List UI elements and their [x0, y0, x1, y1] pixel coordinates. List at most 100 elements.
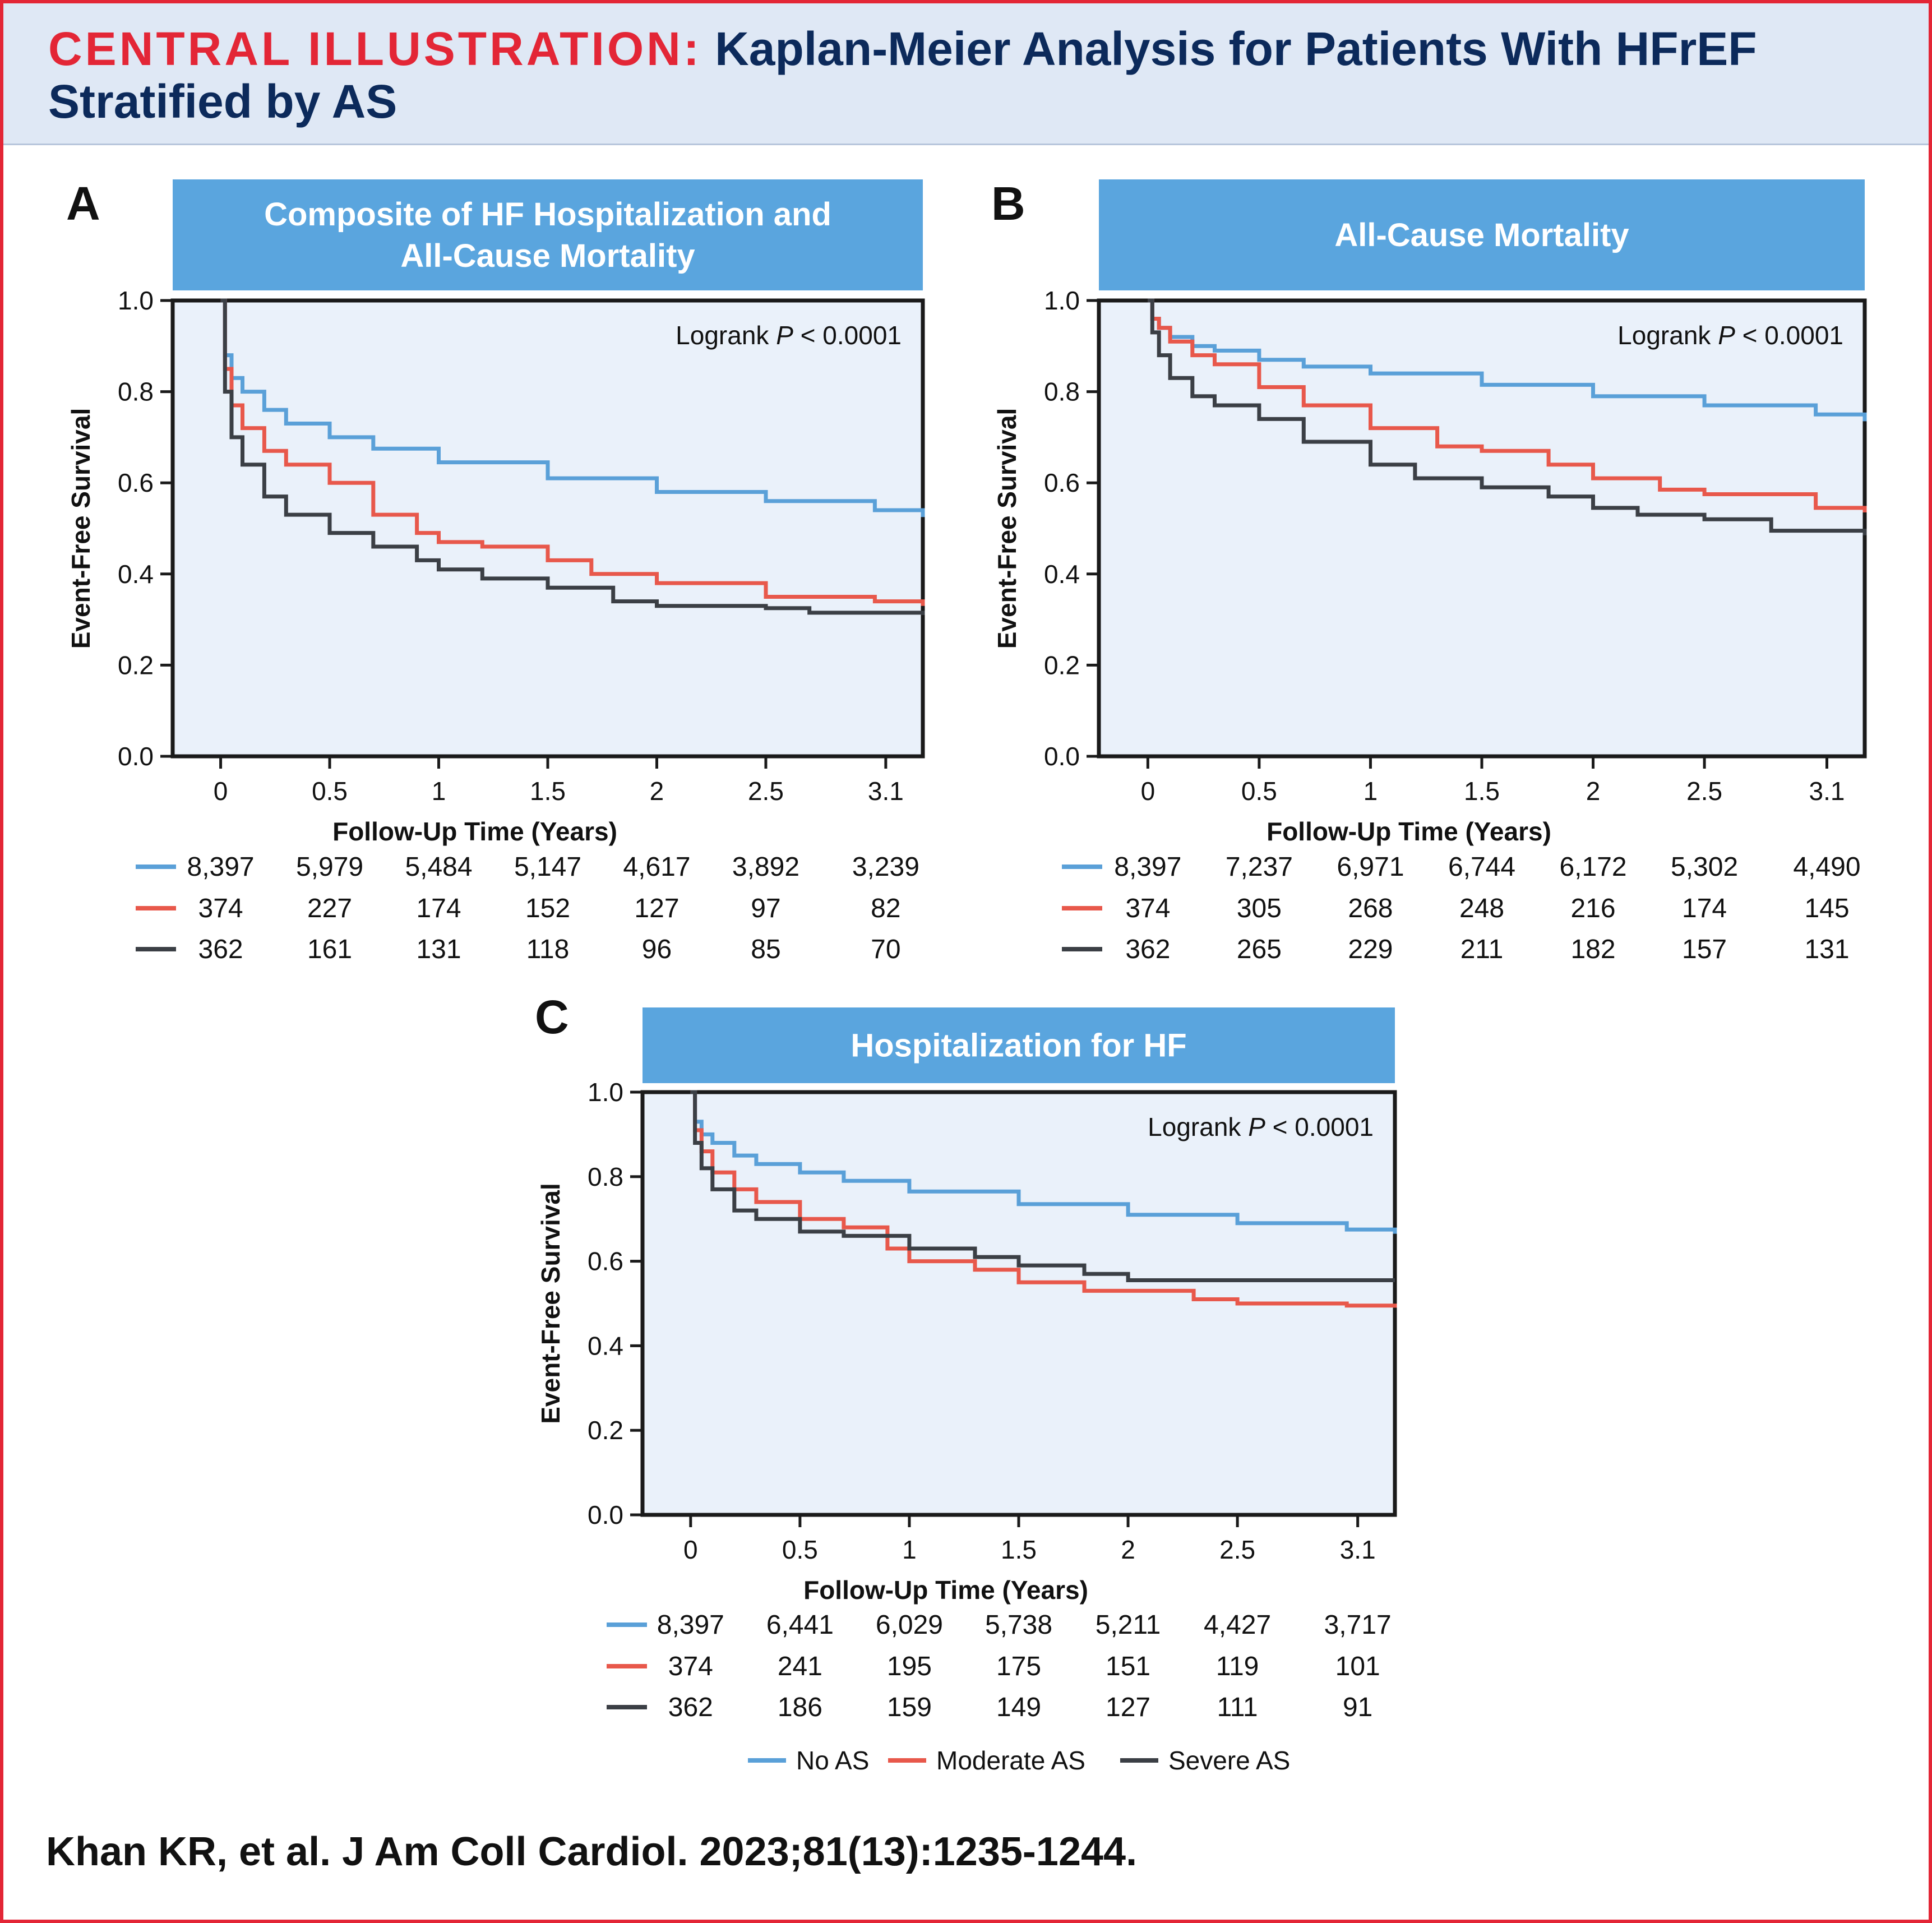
x-tick-label: 1.5 — [1001, 1535, 1037, 1564]
risk-count: 241 — [778, 1652, 822, 1681]
risk-count: 4,617 — [623, 852, 690, 882]
risk-count: 4,427 — [1204, 1610, 1271, 1640]
risk-count: 3,717 — [1324, 1610, 1392, 1640]
y-tick-label: 0.6 — [118, 468, 154, 497]
panel-b: B All-Cause Mortality 0.0 0.2 0.4 0.6 0.8 1.0 0 0… — [991, 177, 1867, 964]
risk-count: 85 — [751, 935, 780, 964]
logrank-annotation: Logrank P < 0.0001 — [1617, 321, 1843, 350]
risk-count: 195 — [887, 1652, 932, 1681]
risk-count: 374 — [668, 1652, 713, 1681]
risk-count: 91 — [1343, 1693, 1372, 1722]
y-tick-label: 0.2 — [588, 1416, 623, 1445]
risk-count: 6,971 — [1337, 852, 1404, 882]
logrank-annotation: Logrank P < 0.0001 — [676, 321, 902, 350]
header-bar: CENTRAL ILLUSTRATION: Kaplan-Meier Analy… — [3, 3, 1929, 145]
risk-count: 6,441 — [766, 1610, 834, 1640]
y-tick-label: 0.8 — [588, 1162, 623, 1191]
x-tick-label: 3.1 — [868, 776, 904, 806]
y-tick-label: 0.2 — [1044, 650, 1080, 679]
x-tick-label: 2 — [650, 776, 664, 806]
x-tick-label: 3.1 — [1340, 1535, 1376, 1564]
x-tick-label: 0 — [1141, 776, 1155, 806]
risk-count: 152 — [525, 894, 570, 923]
risk-count: 374 — [1125, 894, 1170, 923]
y-tick-label: 1.0 — [118, 286, 154, 315]
y-tick-label: 0.2 — [118, 650, 154, 679]
legend-label: Moderate AS — [936, 1746, 1085, 1775]
x-axis-title: Follow-Up Time (Years) — [1267, 817, 1551, 846]
risk-count: 211 — [1460, 935, 1504, 964]
y-axis-title: Event-Free Survival — [536, 1183, 565, 1424]
risk-count: 5,211 — [1096, 1610, 1161, 1640]
panel-letter: A — [66, 177, 100, 230]
y-tick-label: 0.6 — [588, 1247, 623, 1276]
y-tick-label: 1.0 — [1044, 286, 1080, 315]
plot-area — [1097, 298, 1867, 759]
risk-count: 161 — [307, 935, 352, 964]
y-tick-label: 0.8 — [118, 377, 154, 406]
risk-count: 70 — [871, 935, 900, 964]
x-tick-label: 2 — [1586, 776, 1601, 806]
header-title-text: Kaplan-Meier Analysis for Patients With … — [48, 22, 1757, 128]
panel-a: A Composite of HF Hospitalization and All-… — [66, 177, 925, 964]
survival-curve-severe-as — [690, 1090, 1395, 1282]
risk-count: 4,490 — [1793, 852, 1860, 882]
risk-count: 3,892 — [732, 852, 799, 882]
risk-count: 6,744 — [1448, 852, 1515, 882]
panel-title: All-Cause Mortality — [1334, 217, 1629, 253]
logrank-annotation: Logrank P < 0.0001 — [1148, 1112, 1374, 1141]
risk-count: 131 — [1804, 935, 1849, 964]
risk-count: 186 — [778, 1693, 822, 1722]
risk-count: 82 — [871, 894, 900, 923]
panel-title-banner — [173, 179, 923, 290]
x-tick-label: 0.5 — [782, 1535, 818, 1564]
x-tick-label: 0.5 — [1241, 776, 1277, 806]
risk-count: 182 — [1570, 935, 1615, 964]
risk-count: 8,397 — [1114, 852, 1181, 882]
y-tick-label: 0.0 — [118, 742, 154, 771]
panel-title: All-Cause Mortality — [400, 238, 695, 274]
risk-count: 131 — [416, 935, 461, 964]
risk-count: 151 — [1106, 1652, 1150, 1681]
risk-count: 6,172 — [1559, 852, 1626, 882]
x-axis-title: Follow-Up Time (Years) — [332, 817, 617, 846]
y-tick-label: 0.4 — [588, 1331, 623, 1360]
survival-curve-moderate-as — [690, 1090, 1397, 1308]
x-tick-label: 0 — [214, 776, 228, 806]
panel-c: C Hospitalization for HF 0.0 0.2 0.4 0.6 0.8 1.… — [535, 991, 1397, 1722]
risk-count: 118 — [526, 935, 570, 964]
legend-label: Severe AS — [1168, 1746, 1290, 1775]
y-tick-label: 0.0 — [1044, 742, 1080, 771]
legend-label: No AS — [796, 1746, 869, 1775]
risk-count: 119 — [1216, 1652, 1259, 1681]
panel-letter: B — [991, 177, 1025, 230]
survival-curve-moderate-as — [220, 298, 925, 606]
survival-curve-severe-as — [220, 298, 925, 615]
risk-count: 157 — [1682, 935, 1727, 964]
risk-count: 5,147 — [514, 852, 581, 882]
x-tick-label: 0 — [683, 1535, 698, 1564]
y-tick-label: 0.4 — [118, 560, 154, 589]
x-tick-label: 1 — [902, 1535, 917, 1564]
x-tick-label: 1.5 — [1464, 776, 1500, 806]
risk-count: 248 — [1459, 894, 1504, 923]
risk-count: 174 — [1682, 894, 1727, 923]
risk-count: 101 — [1335, 1652, 1380, 1681]
page-title: CENTRAL ILLUSTRATION: Kaplan-Meier Analy… — [48, 22, 1898, 128]
y-axis-title: Event-Free Survival — [992, 408, 1022, 649]
x-tick-label: 1 — [1364, 776, 1378, 806]
survival-curve-no-as — [220, 298, 925, 517]
header-prefix: CENTRAL ILLUSTRATION: — [48, 22, 702, 75]
y-tick-label: 0.4 — [1044, 560, 1080, 589]
risk-count: 145 — [1804, 894, 1849, 923]
x-tick-label: 2.5 — [748, 776, 784, 806]
risk-count: 149 — [996, 1693, 1041, 1722]
x-tick-label: 2.5 — [1686, 776, 1722, 806]
risk-count: 127 — [634, 894, 679, 923]
citation: Khan KR, et al. J Am Coll Cardiol. 2023;… — [46, 1829, 1138, 1874]
panel-title: Hospitalization for HF — [851, 1028, 1186, 1064]
risk-count: 362 — [668, 1693, 713, 1722]
risk-count: 96 — [642, 935, 672, 964]
x-tick-label: 3.1 — [1809, 776, 1845, 806]
